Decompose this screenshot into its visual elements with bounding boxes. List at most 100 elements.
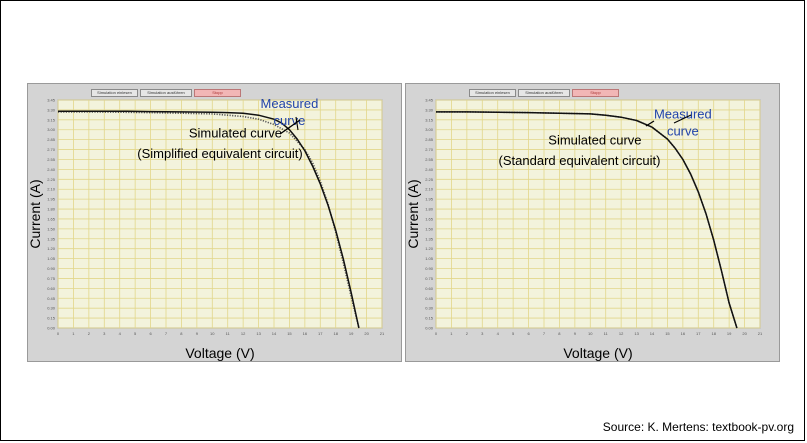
annotation-label: Simulated curve <box>189 126 282 141</box>
x-axis-label: Voltage (V) <box>563 345 632 361</box>
y-tick-label: 2.40 <box>47 167 56 172</box>
x-tick-label: 11 <box>226 331 231 336</box>
y-tick-label: 0.60 <box>425 286 434 291</box>
y-tick-label: 2.85 <box>425 137 434 142</box>
stop-button[interactable]: Stopp <box>572 89 619 97</box>
x-tick-label: 6 <box>149 331 152 336</box>
iv-chart-right: 0 1 2 3 4 5 6 7 8 9 10 11 12 13 14 15 16 17 18 19 20 210.000.… <box>406 98 763 362</box>
y-tick-label: 1.95 <box>47 197 56 202</box>
x-tick-label: 7 <box>165 331 168 336</box>
x-tick-label: 16 <box>681 331 686 336</box>
y-tick-label: 1.20 <box>425 246 434 251</box>
y-tick-label: 2.25 <box>47 177 56 182</box>
y-tick-label: 3.15 <box>47 117 56 122</box>
x-tick-label: 1 <box>450 331 453 336</box>
x-tick-label: 14 <box>650 331 655 336</box>
y-tick-label: 2.70 <box>425 147 434 152</box>
y-tick-label: 0.00 <box>47 326 56 331</box>
x-tick-label: 20 <box>742 331 747 336</box>
y-tick-label: 0.30 <box>47 306 56 311</box>
y-tick-label: 0.45 <box>425 296 434 301</box>
simulated-curve <box>436 111 738 329</box>
y-tick-label: 1.65 <box>47 216 56 221</box>
y-tick-label: 1.65 <box>425 216 434 221</box>
y-tick-label: 0.30 <box>425 306 434 311</box>
y-axis-label: Current (A) <box>406 179 421 248</box>
x-tick-label: 10 <box>210 331 215 336</box>
x-tick-label: 1 <box>72 331 75 336</box>
x-tick-label: 4 <box>119 331 122 336</box>
x-tick-label: 20 <box>364 331 369 336</box>
x-tick-label: 9 <box>574 331 577 336</box>
y-tick-label: 3.00 <box>47 127 56 132</box>
y-tick-label: 2.10 <box>425 187 434 192</box>
x-tick-label: 6 <box>527 331 530 336</box>
y-tick-label: 1.05 <box>47 256 56 261</box>
read-simulation-button[interactable]: Simulation einlesen <box>91 89 138 97</box>
x-tick-label: 15 <box>665 331 670 336</box>
x-tick-label: 21 <box>758 331 763 336</box>
x-tick-label: 8 <box>180 331 183 336</box>
y-tick-label: 0.00 <box>425 326 434 331</box>
simulated-curve <box>58 110 360 329</box>
x-tick-label: 19 <box>727 331 732 336</box>
annotation-label: Simulated curve <box>548 132 641 147</box>
y-axis-label: Current (A) <box>28 179 43 248</box>
x-tick-label: 17 <box>696 331 701 336</box>
y-tick-label: 3.30 <box>425 107 434 112</box>
y-tick-label: 2.70 <box>47 147 56 152</box>
x-tick-label: 5 <box>512 331 515 336</box>
x-tick-label: 12 <box>241 331 246 336</box>
annotation-label: Measured <box>654 107 712 122</box>
y-tick-label: 3.30 <box>47 107 56 112</box>
annotation-label: Measured <box>261 96 319 111</box>
y-tick-label: 0.75 <box>47 276 56 281</box>
y-tick-label: 2.55 <box>425 157 434 162</box>
chart-panel-right: Simulation einlesen Simulation ausführen… <box>405 83 780 362</box>
y-tick-label: 1.50 <box>47 226 56 231</box>
x-tick-label: 2 <box>88 331 91 336</box>
annotation-label: (Standard equivalent circuit) <box>499 153 661 168</box>
annotation-label: (Simplified equivalent circuit) <box>137 146 302 161</box>
annotation-pointer <box>673 114 692 124</box>
stop-button[interactable]: Stopp <box>194 89 241 97</box>
y-tick-label: 2.85 <box>47 137 56 142</box>
y-tick-label: 3.45 <box>425 98 434 103</box>
x-tick-label: 2 <box>466 331 469 336</box>
y-tick-label: 0.90 <box>425 266 434 271</box>
y-tick-label: 1.80 <box>425 207 434 212</box>
x-tick-label: 18 <box>333 331 338 336</box>
run-simulation-button[interactable]: Simulation ausführen <box>518 89 570 97</box>
x-tick-label: 10 <box>588 331 593 336</box>
y-tick-label: 3.45 <box>47 98 56 103</box>
y-tick-label: 0.15 <box>47 316 56 321</box>
y-tick-label: 1.50 <box>425 226 434 231</box>
x-tick-label: 12 <box>619 331 624 336</box>
read-simulation-button[interactable]: Simulation einlesen <box>469 89 516 97</box>
annotation-pointer <box>295 116 299 131</box>
x-tick-label: 8 <box>558 331 561 336</box>
y-tick-label: 1.35 <box>425 236 434 241</box>
annotation-label: curve <box>667 124 699 139</box>
x-tick-label: 9 <box>196 331 199 336</box>
x-tick-label: 7 <box>543 331 546 336</box>
source-caption: Source: K. Mertens: textbook-pv.org <box>602 420 794 434</box>
y-tick-label: 1.20 <box>47 246 56 251</box>
x-tick-label: 3 <box>481 331 484 336</box>
x-tick-label: 0 <box>435 331 438 336</box>
y-tick-label: 1.35 <box>47 236 56 241</box>
x-tick-label: 19 <box>349 331 354 336</box>
y-tick-label: 3.15 <box>425 117 434 122</box>
y-tick-label: 0.75 <box>425 276 434 281</box>
x-tick-label: 5 <box>134 331 137 336</box>
x-tick-label: 18 <box>711 331 716 336</box>
x-tick-label: 11 <box>604 331 609 336</box>
y-tick-label: 1.80 <box>47 207 56 212</box>
y-tick-label: 0.60 <box>47 286 56 291</box>
y-tick-label: 2.10 <box>47 187 56 192</box>
x-tick-label: 13 <box>256 331 261 336</box>
x-axis-label: Voltage (V) <box>185 345 254 361</box>
run-simulation-button[interactable]: Simulation ausführen <box>140 89 192 97</box>
y-tick-label: 3.00 <box>425 127 434 132</box>
